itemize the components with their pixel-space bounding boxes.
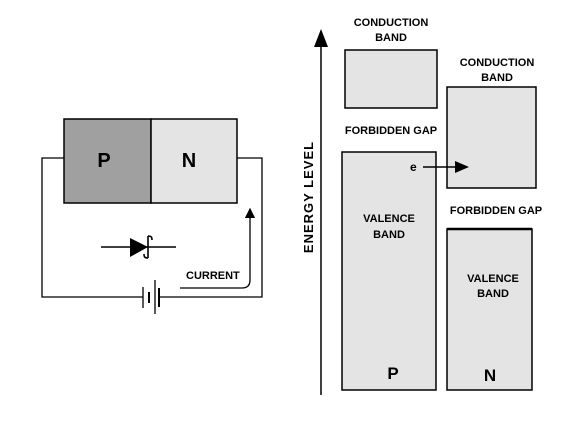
p-band-label: P [387, 364, 398, 383]
energy-band-diagram: ENERGY LEVEL CONDUCTION BAND FORBIDDEN G… [301, 17, 542, 395]
right-wire [158, 157, 263, 298]
p-region-label: P [97, 150, 110, 172]
energy-axis-label: ENERGY LEVEL [301, 141, 316, 253]
p-forbidden-gap-label: FORBIDDEN GAP [345, 125, 437, 137]
p-valence-band [341, 151, 437, 391]
energy-axis-arrowhead [314, 29, 328, 47]
p-conduction-label-line2: BAND [375, 32, 407, 44]
n-region [150, 118, 238, 204]
electron-arrowhead [455, 161, 469, 173]
n-forbidden-gap-label: FORBIDDEN GAP [450, 205, 542, 217]
p-conduction-band [344, 49, 438, 109]
p-valence-label-line2: BAND [373, 229, 405, 241]
n-conduction-label-line1: CONDUCTION [460, 57, 535, 69]
current-label: CURRENT [186, 270, 240, 282]
n-valence-label-line2: BAND [477, 288, 509, 300]
diode-symbol [101, 235, 176, 259]
n-region-label: N [182, 150, 196, 172]
p-valence-label-line1: VALENCE [363, 213, 415, 225]
p-region [63, 118, 152, 204]
n-band-label: N [484, 366, 496, 385]
n-valence-label-line1: VALENCE [467, 273, 519, 285]
p-conduction-label-line1: CONDUCTION [354, 17, 429, 29]
electron-label: e [410, 160, 417, 174]
n-valence-band [446, 228, 533, 391]
current-arrow [180, 207, 256, 289]
n-conduction-label-line2: BAND [481, 72, 513, 84]
battery-symbol [142, 280, 160, 314]
n-conduction-band [446, 86, 537, 189]
pn-junction-circuit: P N CURRENT [41, 118, 263, 314]
left-wire [41, 157, 143, 298]
